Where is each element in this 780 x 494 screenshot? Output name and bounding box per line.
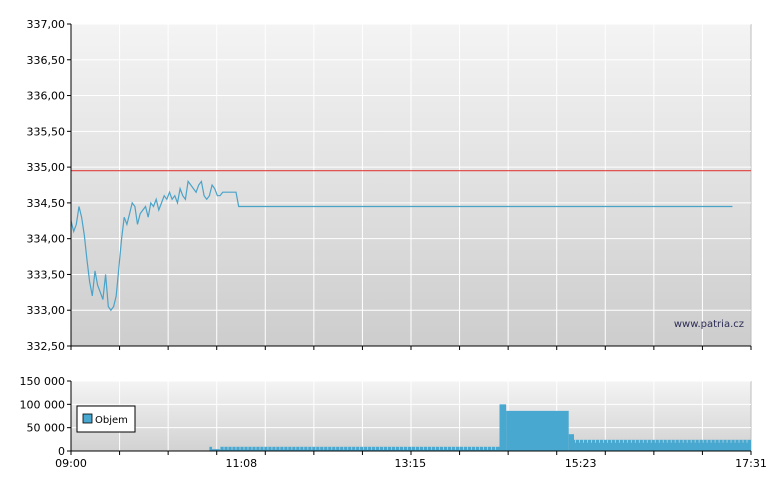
volume-bars — [209, 404, 751, 451]
volume-x-tick-label: 17:31 — [735, 457, 767, 470]
volume-bar — [574, 439, 751, 451]
volume-bar — [212, 449, 221, 451]
volume-x-tick-label: 15:23 — [565, 457, 597, 470]
volume-bar — [506, 410, 569, 451]
price-y-tick-label: 335,50 — [27, 125, 66, 138]
price-y-tick-label: 333,50 — [27, 268, 66, 281]
volume-y-tick-label: 100 000 — [20, 398, 66, 411]
volume-bar — [499, 404, 507, 451]
price-x-ticks — [70, 346, 752, 350]
volume-x-tick-label: 13:15 — [394, 457, 426, 470]
price-y-tick-label: 335,00 — [27, 161, 66, 174]
volume-y-tick-label: 50 000 — [27, 422, 66, 435]
legend-label-objem: Objem — [95, 415, 128, 426]
volume-y-axis: 150 000 100 000 50 000 0 — [20, 375, 71, 458]
price-y-tick-label: 337,00 — [27, 18, 66, 31]
price-series-line — [70, 179, 733, 312]
price-y-tick-label: 333,00 — [27, 304, 66, 317]
price-y-tick-label: 334,50 — [27, 197, 66, 210]
price-y-tick-label: 336,00 — [27, 90, 66, 103]
volume-x-tick-label: 09:00 — [55, 457, 87, 470]
legend-swatch-objem — [82, 413, 93, 424]
watermark: www.patria.cz — [674, 319, 744, 330]
price-y-axis: 337,00 336,50 336,00 335,50 335,00 334,50 334,… — [27, 18, 71, 353]
volume-y-tick-label: 0 — [58, 445, 65, 458]
price-y-tick-label: 332,50 — [27, 340, 66, 353]
volume-bar — [568, 434, 575, 451]
price-y-tick-label: 334,00 — [27, 233, 66, 246]
volume-x-axis: 09:00 11:08 13:15 15:23 17:31 — [55, 451, 767, 470]
volume-x-tick-label: 11:08 — [225, 457, 257, 470]
volume-bar — [209, 446, 213, 451]
price-grid — [71, 23, 752, 347]
volume-y-tick-label: 150 000 — [20, 375, 66, 388]
price-y-tick-label: 336,50 — [27, 54, 66, 67]
volume-legend: Objem — [76, 405, 136, 433]
